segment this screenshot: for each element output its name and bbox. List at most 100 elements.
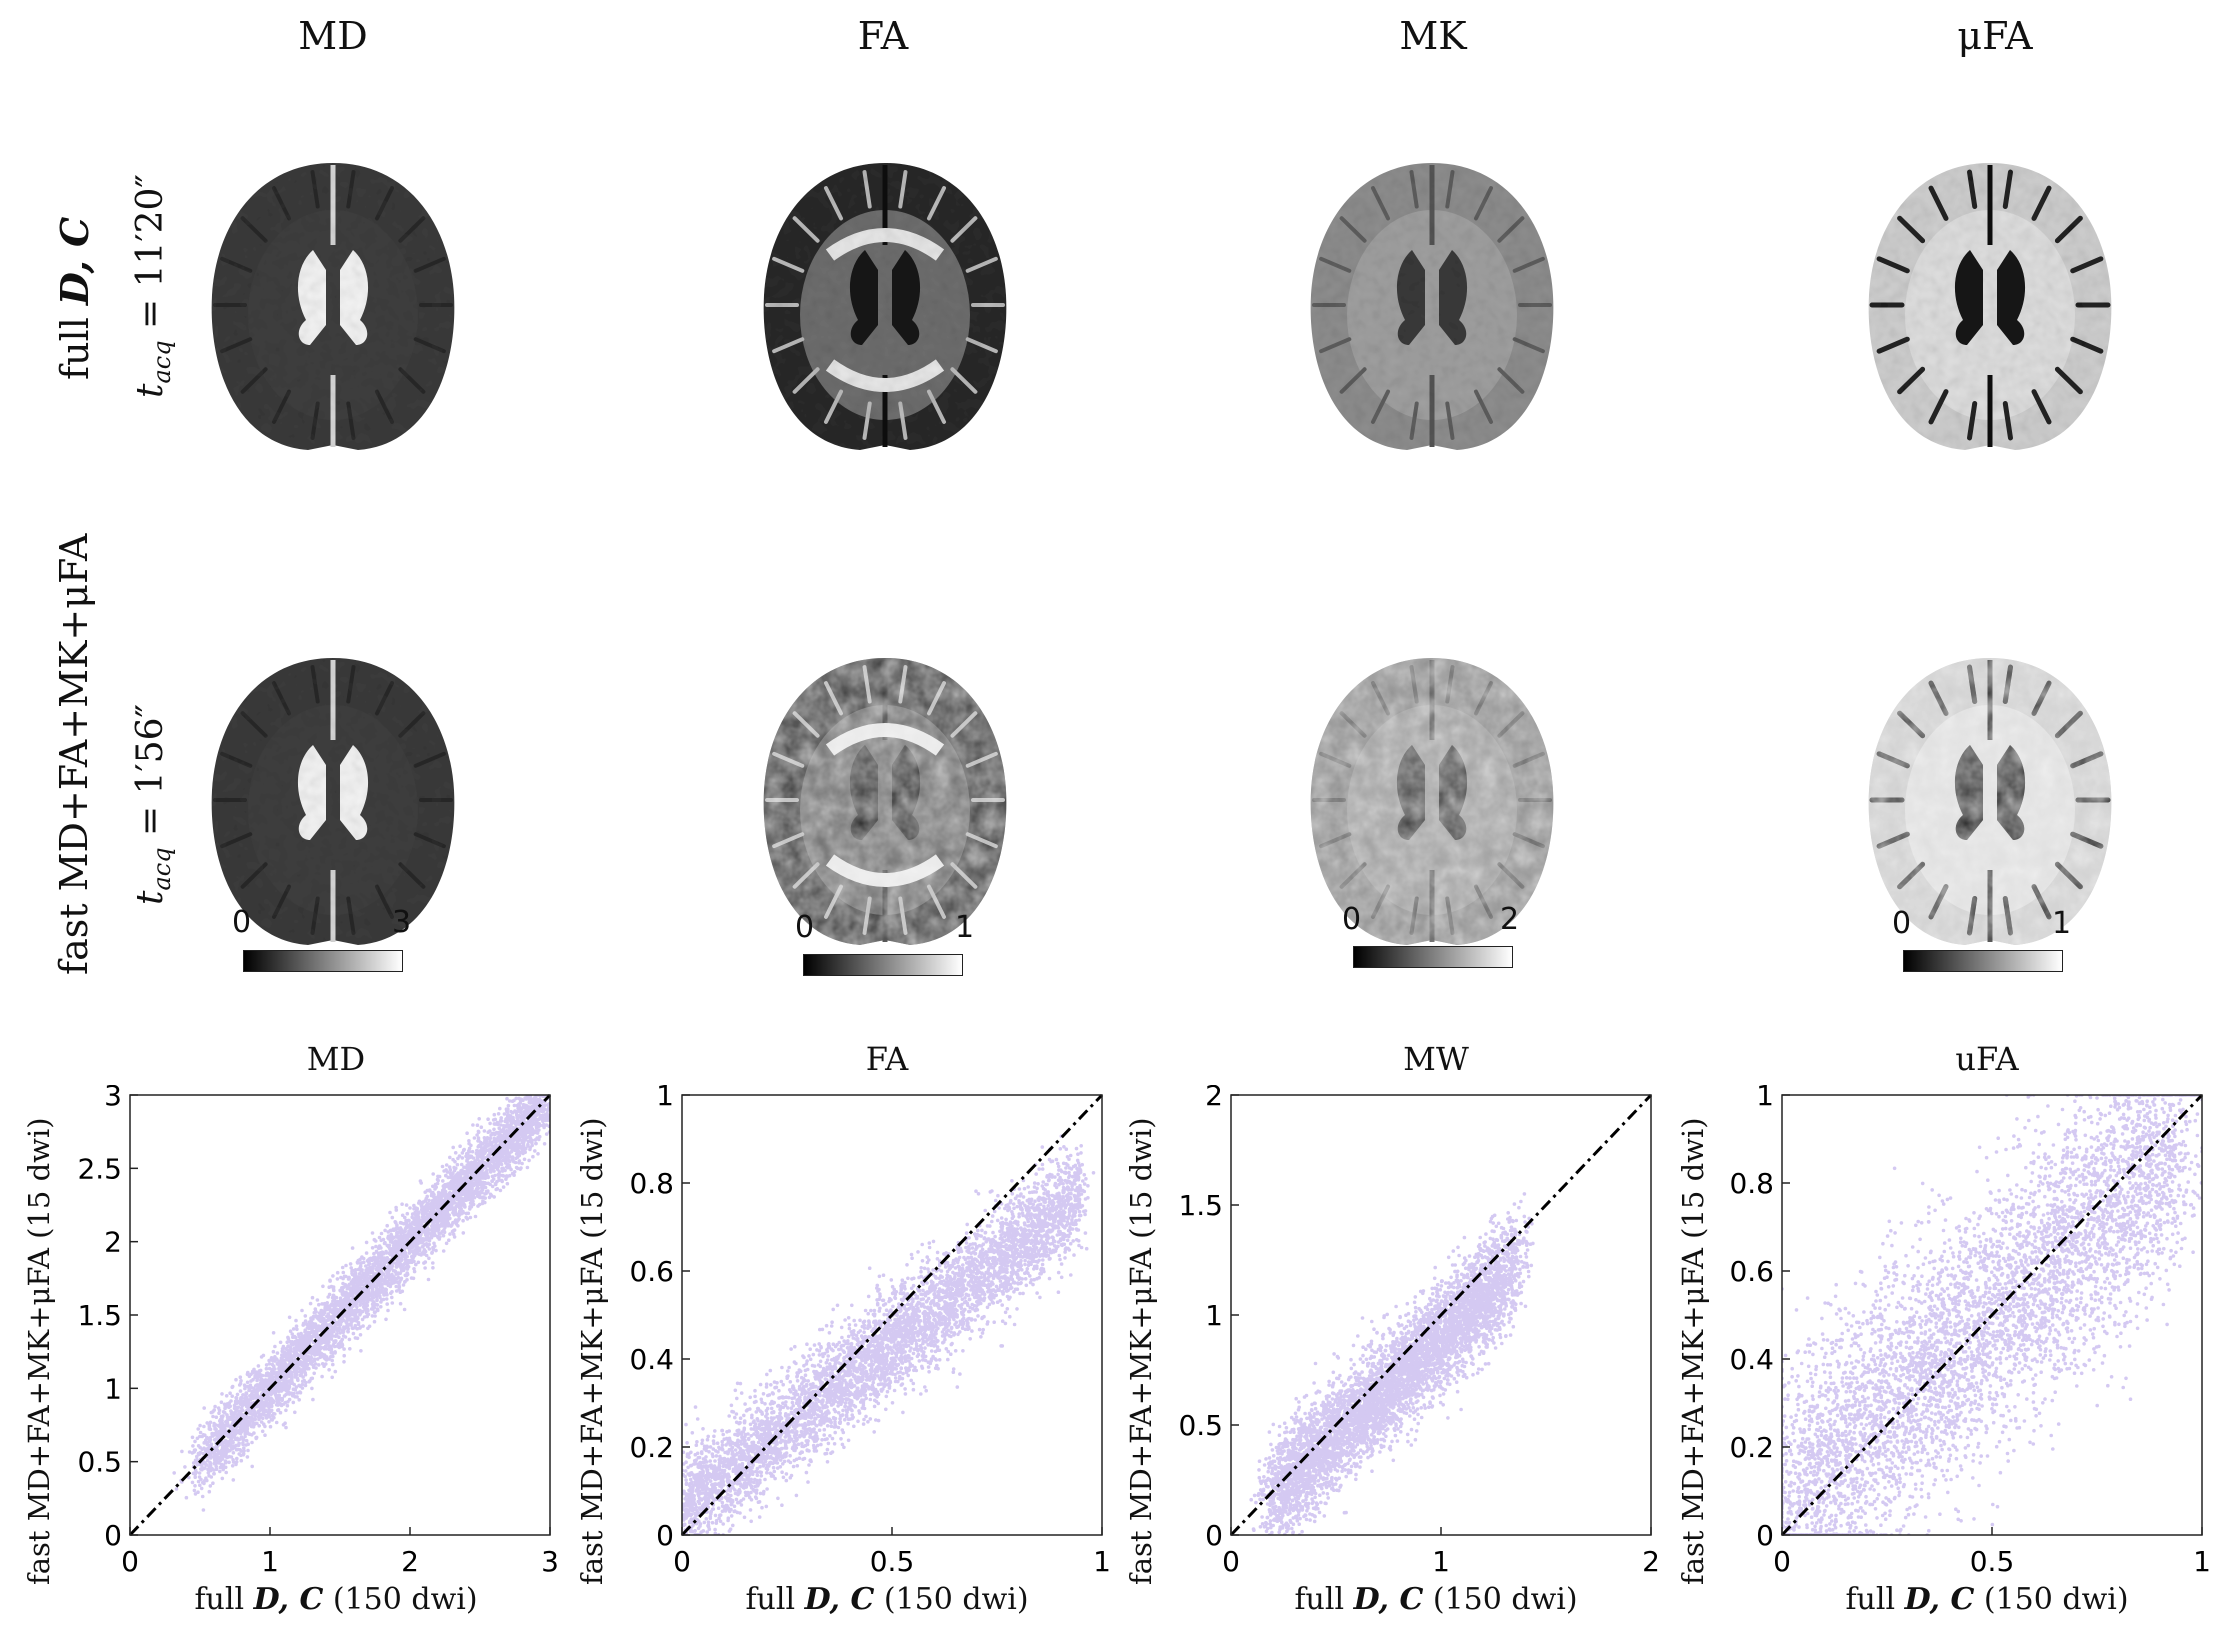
scatter-point [423, 1199, 427, 1203]
scatter-point [445, 1182, 450, 1186]
scatter-point [366, 1277, 370, 1281]
scatter-point [475, 1133, 479, 1137]
scatter-point [431, 1261, 435, 1265]
scatter-title-ufa: uFA [1887, 1040, 2087, 1078]
scatter-point [264, 1371, 269, 1376]
scatter-point [295, 1341, 299, 1346]
scatter-point [356, 1258, 361, 1263]
scatter-point [219, 1452, 223, 1456]
scatter-point [425, 1238, 429, 1242]
scatter-point [198, 1445, 202, 1450]
scatter-point [390, 1301, 395, 1305]
scatter-point [211, 1454, 216, 1459]
scatter-point [425, 1194, 430, 1199]
scatter-point [292, 1391, 296, 1396]
scatter-point [436, 1228, 441, 1232]
scatter-point [359, 1269, 364, 1273]
scatter-point [352, 1277, 356, 1282]
scatter-point [370, 1246, 375, 1250]
scatter-point [506, 1103, 511, 1108]
scatter-point [236, 1405, 241, 1410]
scatter-point [464, 1154, 468, 1159]
scatter-point [441, 1249, 446, 1253]
scatter-point [512, 1098, 516, 1103]
scatter-point [219, 1400, 224, 1404]
scatter-point [394, 1235, 399, 1239]
scatter-point [497, 1132, 502, 1136]
scatter-point [476, 1130, 481, 1135]
xlabel-mw-post: (150 dwi) [1423, 1582, 1578, 1617]
scatter-point [448, 1191, 452, 1195]
scatter-point [397, 1239, 401, 1244]
scatter-point [443, 1225, 447, 1230]
scatter-point [386, 1244, 391, 1249]
scatter-point [274, 1377, 279, 1382]
scatter-point [311, 1397, 315, 1402]
scatter-point [225, 1404, 229, 1409]
scatter-point [253, 1414, 257, 1418]
scatter-point [374, 1267, 379, 1272]
scatter-point [249, 1379, 253, 1383]
scatter-point [319, 1354, 324, 1358]
scatter-point [534, 1125, 539, 1130]
scatter-point [434, 1185, 439, 1189]
scatter-point [393, 1280, 398, 1284]
scatter-point [331, 1362, 335, 1367]
scatter-point [408, 1222, 413, 1226]
scatter-point [400, 1265, 405, 1270]
scatter-point [456, 1191, 461, 1196]
scatter-point [355, 1308, 359, 1312]
scatter-point [421, 1244, 425, 1249]
scatter-point [508, 1165, 512, 1170]
scatter-point [476, 1155, 480, 1160]
scatter-point [431, 1190, 435, 1195]
scatter-point [515, 1113, 519, 1117]
scatter-point [270, 1376, 275, 1381]
scatter-point [499, 1123, 503, 1127]
scatter-point [289, 1342, 294, 1346]
scatter-point [417, 1246, 422, 1251]
scatter-point [332, 1298, 337, 1302]
scatter-point [535, 1105, 540, 1109]
scatter-point [427, 1256, 431, 1261]
scatter-point [390, 1215, 395, 1220]
scatter-point [492, 1112, 497, 1117]
scatter-point [420, 1227, 424, 1232]
scatter-point [205, 1436, 209, 1441]
scatter-point [317, 1302, 321, 1307]
scatter-point [518, 1119, 522, 1123]
scatter-point [353, 1323, 358, 1328]
scatter-point [299, 1368, 304, 1372]
scatter-point [444, 1173, 448, 1178]
scatter-point [447, 1238, 451, 1242]
scatter-point [208, 1462, 213, 1466]
scatter-point [376, 1246, 381, 1251]
scatter-point [338, 1308, 343, 1312]
scatter-point [240, 1420, 245, 1424]
scatter-point [420, 1238, 425, 1243]
scatter-point [301, 1321, 306, 1326]
xlabel-md-pre: full [194, 1582, 253, 1617]
scatter-point [274, 1403, 279, 1407]
scatter-point [300, 1379, 305, 1384]
scatter-point [440, 1164, 445, 1169]
scatter-point [464, 1211, 469, 1216]
scatter-point [340, 1337, 345, 1342]
scatter-point [425, 1201, 430, 1206]
scatter-point [386, 1236, 390, 1240]
scatter-point [469, 1154, 474, 1159]
scatter-point [479, 1125, 484, 1129]
scatter-point [544, 1132, 549, 1136]
scatter-point [444, 1241, 449, 1246]
scatter-point [294, 1385, 299, 1389]
colorbar-fa-max: 1 [955, 910, 974, 945]
scatter-point [256, 1371, 260, 1376]
scatter-point [243, 1386, 247, 1391]
scatter-point [527, 1107, 531, 1112]
scatter-point [253, 1417, 258, 1422]
scatter-point [375, 1307, 380, 1312]
scatter-point [537, 1137, 541, 1142]
scatter-point [355, 1301, 359, 1305]
scatter-point [218, 1418, 222, 1423]
scatter-point [282, 1372, 286, 1377]
